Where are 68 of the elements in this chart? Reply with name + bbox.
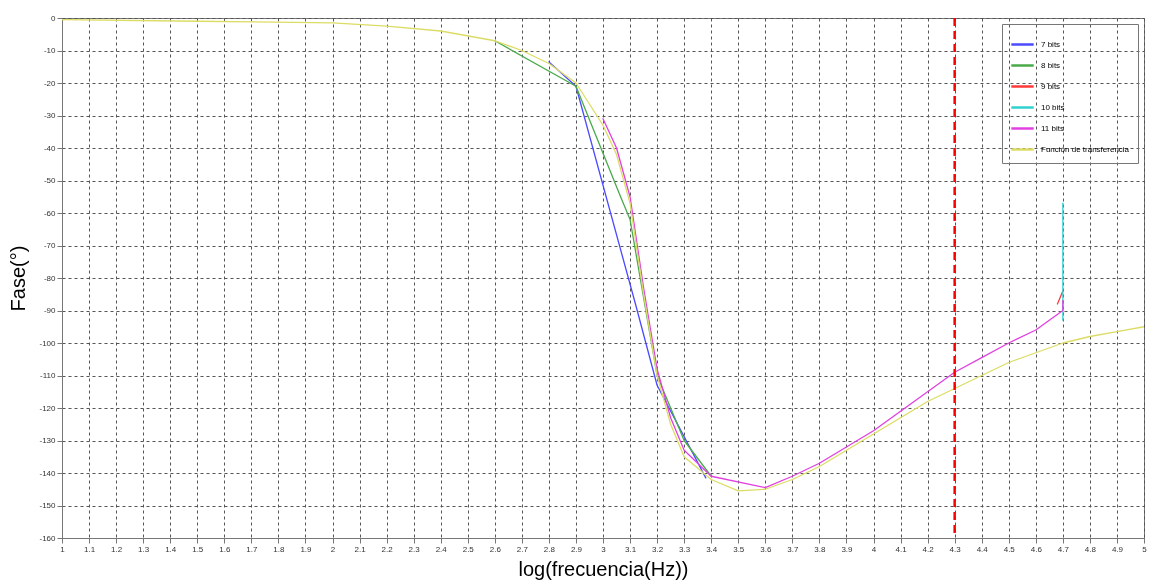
x-tick-label: 1.1: [83, 544, 96, 554]
y-tick-label: -130: [39, 436, 57, 445]
x-axis-title: log(frecuencia(Hz)): [518, 557, 689, 580]
y-tick-label: -40: [43, 143, 57, 153]
y-tick-label: -60: [43, 208, 57, 218]
x-tick-label: 4.3: [949, 544, 962, 554]
x-tick-label: 1: [60, 544, 66, 554]
x-tick-label: 4.5: [1003, 544, 1016, 554]
x-tick-label: 1.3: [138, 544, 150, 554]
x-tick-label: 4.4: [976, 544, 989, 554]
legend-label: 7 bits: [1041, 39, 1061, 49]
x-tick-label: 1.7: [246, 544, 258, 554]
x-tick-label: 4.1: [895, 544, 908, 554]
x-tick-label: 3.3: [679, 544, 691, 554]
legend-label: 11 bits: [1041, 123, 1064, 133]
y-tick-label: -80: [43, 273, 57, 283]
legend-label: 10 bits: [1041, 102, 1065, 112]
x-tick-label: 3.1: [624, 544, 637, 554]
y-tick-label: -50: [43, 176, 57, 185]
x-tick-label: 3.7: [787, 544, 799, 554]
y-tick-label: -100: [39, 338, 57, 348]
x-tick-label: 1.2: [111, 544, 123, 554]
x-tick-label: 2.6: [489, 544, 502, 554]
y-tick-label: 0: [51, 13, 57, 23]
x-tick-label: 3.2: [652, 544, 664, 554]
legend-label: 9 bits: [1041, 81, 1061, 91]
x-tick-label: 2.9: [570, 544, 583, 554]
y-tick-label: -10: [43, 46, 57, 55]
y-tick-label: -110: [40, 371, 57, 380]
x-tick-label: 2.5: [462, 544, 475, 554]
x-tick-label: 1.4: [165, 544, 177, 554]
x-tick-label: 3.9: [841, 544, 854, 554]
x-tick-label: 3.4: [706, 544, 718, 554]
y-tick-label: -90: [43, 306, 57, 315]
line-series: [494, 40, 712, 477]
x-tick-label: 3.6: [760, 544, 772, 554]
x-tick-label: 4.7: [1057, 544, 1070, 554]
y-tick-label: -120: [39, 403, 57, 413]
x-tick-label: 2.3: [408, 544, 421, 554]
legend-label: Función de transferencia: [1041, 144, 1130, 154]
y-tick-label: -70: [43, 241, 57, 250]
y-tick-label: -20: [43, 78, 57, 88]
line-series: [548, 61, 707, 479]
y-tick-label: -140: [39, 468, 57, 478]
x-tick-label: 2.7: [516, 544, 529, 554]
x-tick-label: 4.9: [1111, 544, 1124, 554]
x-tick-label: 2.4: [435, 544, 448, 554]
x-tick-label: 4.6: [1030, 544, 1043, 554]
y-tick-label: -160: [39, 533, 57, 543]
legend-label: 8 bits: [1041, 60, 1061, 70]
y-axis-title: Fase(°): [7, 245, 30, 312]
x-tick-label: 1.5: [192, 544, 204, 554]
x-tick-label: 3.5: [733, 544, 745, 554]
x-tick-label: 1.9: [300, 544, 313, 554]
y-tick-label: -150: [39, 501, 57, 510]
x-tick-label: 1.8: [273, 544, 286, 554]
x-tick-label: 5: [1142, 544, 1148, 554]
x-tick-label: 2: [330, 544, 336, 554]
x-tick-label: 4.8: [1084, 544, 1097, 554]
x-tick-label: 2.2: [381, 544, 394, 554]
x-tick-label: 2.8: [543, 544, 556, 554]
y-tick-label: -30: [43, 111, 57, 120]
x-tick-label: 4.2: [922, 544, 935, 554]
x-tick-label: 3.8: [814, 544, 827, 554]
x-tick-label: 3: [601, 544, 607, 554]
x-tick-label: 2.1: [354, 544, 367, 554]
x-tick-label: 1.6: [219, 544, 231, 554]
x-tick-label: 4: [871, 544, 877, 554]
